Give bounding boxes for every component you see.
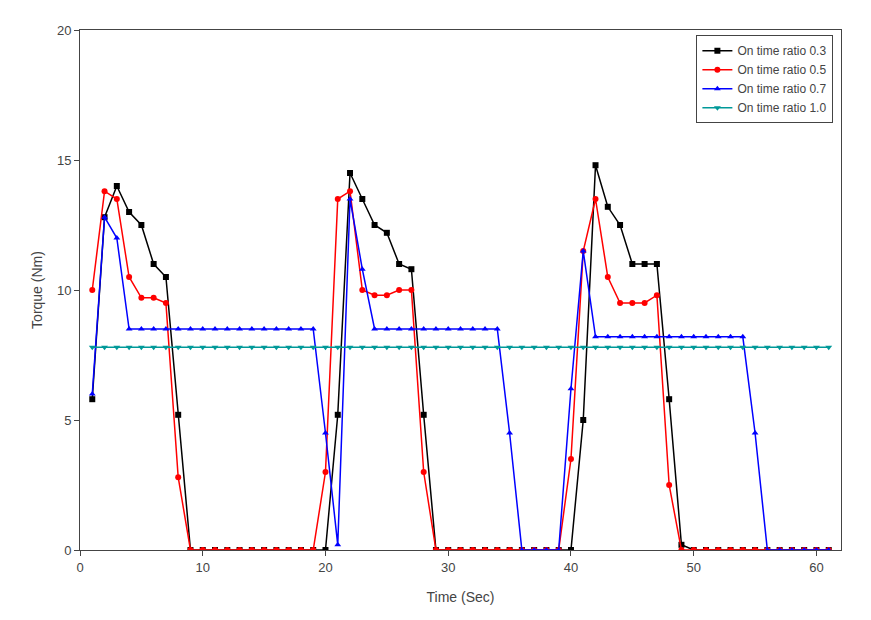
svg-text:0: 0 (76, 560, 83, 575)
svg-text:Torque (Nm): Torque (Nm) (29, 251, 45, 329)
svg-text:60: 60 (809, 560, 823, 575)
svg-text:10: 10 (196, 560, 210, 575)
svg-text:On time ratio 1.0: On time ratio 1.0 (737, 101, 826, 115)
svg-text:On time ratio 0.7: On time ratio 0.7 (737, 82, 826, 96)
svg-text:50: 50 (686, 560, 700, 575)
svg-text:On time ratio 0.5: On time ratio 0.5 (737, 63, 826, 77)
svg-text:On time ratio 0.3: On time ratio 0.3 (737, 44, 826, 58)
svg-text:0: 0 (64, 543, 71, 558)
svg-text:15: 15 (57, 153, 71, 168)
svg-text:30: 30 (441, 560, 455, 575)
svg-text:20: 20 (318, 560, 332, 575)
svg-text:20: 20 (57, 23, 71, 38)
svg-text:5: 5 (64, 413, 71, 428)
svg-text:40: 40 (564, 560, 578, 575)
svg-text:Time (Sec): Time (Sec) (427, 589, 495, 605)
svg-text:10: 10 (57, 283, 71, 298)
